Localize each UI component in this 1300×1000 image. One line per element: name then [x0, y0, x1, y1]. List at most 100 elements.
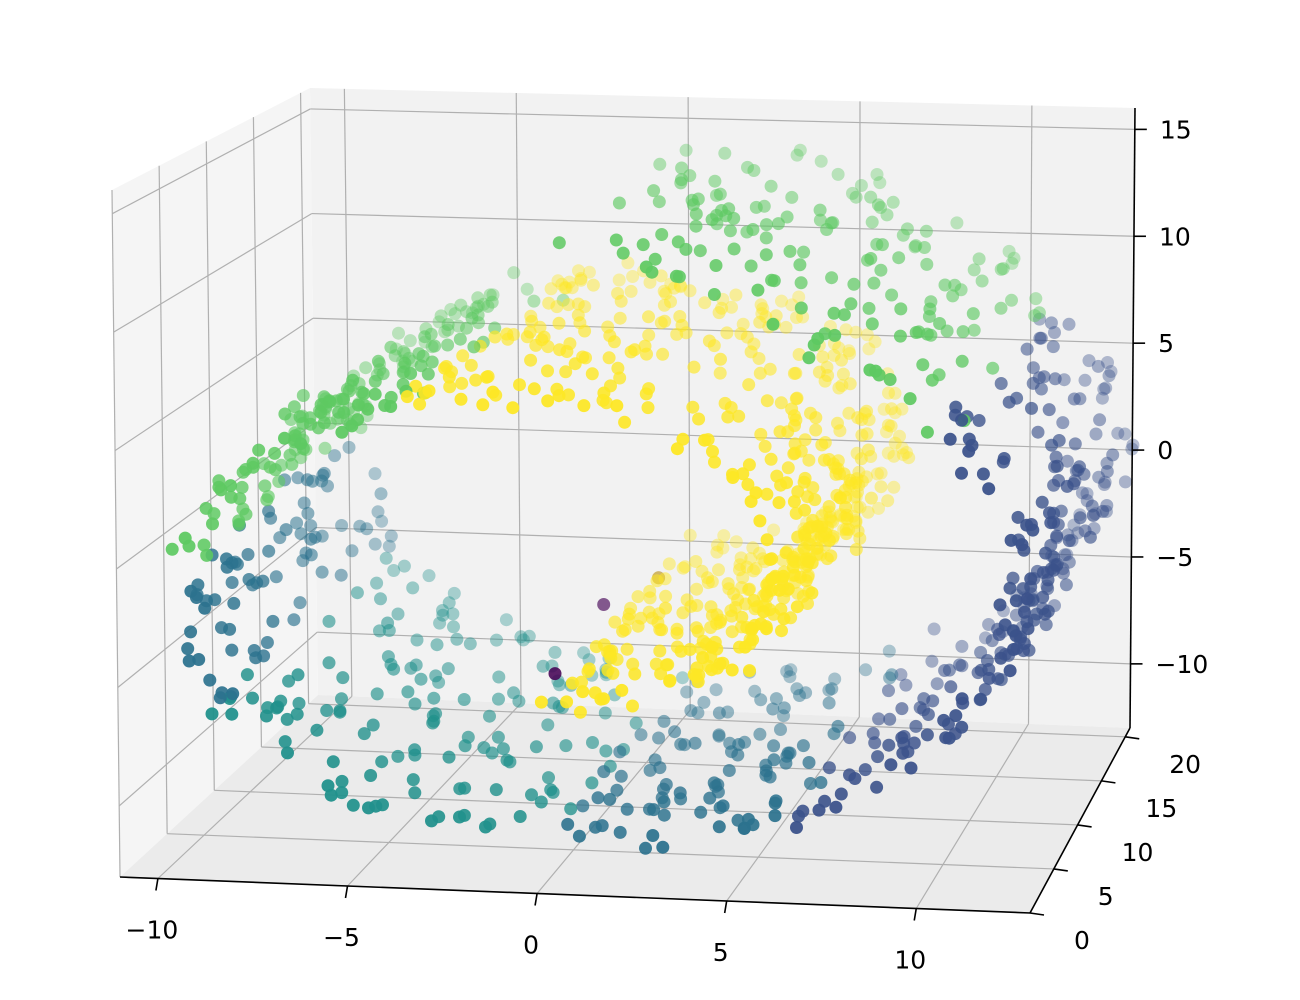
- data-point: [422, 569, 436, 583]
- data-point: [657, 714, 671, 728]
- data-point: [360, 522, 374, 536]
- data-point: [753, 727, 767, 741]
- data-point: [676, 561, 690, 575]
- data-point: [442, 596, 456, 610]
- data-point: [408, 786, 422, 800]
- data-point: [676, 671, 689, 685]
- data-point: [572, 829, 586, 843]
- data-point: [797, 542, 811, 556]
- data-point: [318, 441, 332, 455]
- data-point: [1029, 292, 1043, 306]
- data-point: [500, 753, 514, 767]
- data-point: [676, 432, 690, 446]
- data-point: [896, 448, 910, 462]
- data-point: [674, 280, 688, 294]
- x-tick-label: 10: [894, 946, 926, 975]
- data-point: [809, 411, 823, 425]
- data-point: [610, 783, 624, 797]
- data-point: [381, 616, 395, 630]
- data-point: [814, 776, 828, 789]
- gridline-x-floor: [726, 716, 860, 902]
- data-point: [709, 259, 723, 272]
- data-point: [481, 299, 495, 313]
- data-point: [541, 718, 555, 732]
- data-point: [1033, 312, 1046, 326]
- data-point: [643, 584, 657, 598]
- data-point: [670, 442, 684, 456]
- data-point: [603, 792, 617, 806]
- data-point: [683, 643, 697, 656]
- data-point: [350, 586, 364, 600]
- data-point: [708, 174, 722, 188]
- data-point: [798, 433, 812, 447]
- data-point: [304, 417, 318, 431]
- data-point: [885, 402, 898, 416]
- data-point: [1050, 459, 1064, 473]
- data-point: [862, 301, 876, 315]
- data-point: [927, 622, 941, 636]
- data-point: [436, 608, 450, 622]
- data-point: [733, 563, 746, 577]
- data-point: [657, 795, 671, 809]
- x-axis-line: [119, 876, 1031, 914]
- data-point: [1101, 356, 1114, 369]
- data-point: [707, 288, 721, 301]
- data-point: [853, 500, 867, 514]
- data-point: [820, 223, 834, 236]
- data-point: [246, 456, 260, 470]
- y-tick-mark: [1101, 780, 1116, 784]
- data-point: [978, 683, 992, 696]
- z-tick-label: −10: [1156, 650, 1209, 679]
- data-point: [741, 478, 755, 491]
- data-point: [626, 657, 640, 671]
- data-point: [335, 692, 348, 706]
- data-point: [335, 519, 349, 532]
- data-point: [398, 356, 412, 370]
- data-point: [463, 637, 477, 651]
- data-point: [1004, 533, 1018, 547]
- data-point: [766, 702, 780, 716]
- data-point: [821, 369, 835, 382]
- data-point: [642, 310, 655, 324]
- data-point: [184, 584, 198, 598]
- data-point: [850, 500, 864, 514]
- data-point: [408, 748, 422, 762]
- data-point: [650, 574, 664, 588]
- data-point: [523, 325, 537, 339]
- data-point: [636, 238, 650, 252]
- data-point: [920, 728, 934, 742]
- data-point: [335, 425, 349, 439]
- data-point: [834, 787, 848, 801]
- data-point: [226, 687, 240, 701]
- data-point: [897, 737, 911, 750]
- data-point: [614, 769, 628, 783]
- data-point: [1047, 563, 1060, 577]
- data-point: [258, 479, 272, 493]
- data-point: [888, 436, 902, 450]
- data-point: [241, 548, 255, 561]
- data-point: [725, 300, 738, 314]
- data-point: [942, 731, 956, 745]
- data-point: [1078, 373, 1092, 387]
- data-point: [601, 663, 615, 677]
- data-point: [920, 425, 934, 439]
- data-point: [368, 387, 382, 401]
- data-point: [371, 354, 385, 368]
- data-point: [184, 625, 198, 639]
- data-point: [937, 713, 951, 727]
- data-point: [375, 514, 389, 528]
- data-point: [802, 351, 816, 365]
- gridline-x-back: [858, 101, 861, 718]
- data-point: [860, 404, 874, 418]
- data-point: [712, 820, 726, 834]
- data-point: [272, 475, 286, 488]
- data-point: [872, 501, 885, 515]
- data-point: [268, 446, 282, 460]
- data-point: [368, 374, 382, 388]
- data-point: [368, 537, 382, 551]
- data-point: [867, 276, 881, 290]
- data-point: [357, 727, 371, 741]
- data-point: [871, 198, 885, 212]
- gridline-x-floor: [915, 723, 1030, 909]
- data-point: [894, 302, 908, 316]
